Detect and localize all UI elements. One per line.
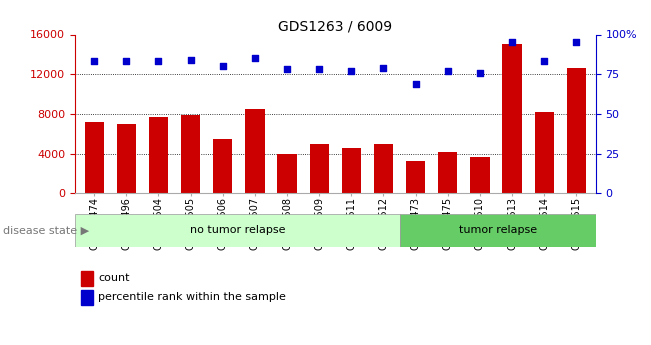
Point: [443, 68, 453, 74]
Bar: [503, 45, 521, 193]
Point: [89, 59, 100, 64]
Bar: [567, 68, 586, 193]
Bar: [85, 122, 104, 193]
Bar: [213, 139, 232, 193]
Bar: [309, 144, 329, 193]
Bar: [470, 157, 490, 193]
Text: no tumor relapse: no tumor relapse: [190, 225, 285, 235]
Point: [121, 59, 132, 64]
FancyBboxPatch shape: [75, 214, 400, 247]
Point: [186, 57, 196, 63]
Point: [346, 68, 357, 74]
Point: [475, 70, 485, 75]
Bar: [342, 148, 361, 193]
FancyBboxPatch shape: [400, 214, 596, 247]
Text: count: count: [98, 274, 130, 283]
Point: [250, 56, 260, 61]
Bar: [438, 151, 458, 193]
Point: [539, 59, 549, 64]
Bar: [117, 124, 136, 193]
Point: [507, 40, 518, 45]
Point: [378, 65, 389, 71]
Point: [410, 81, 421, 87]
Bar: [374, 144, 393, 193]
Text: disease state ▶: disease state ▶: [3, 225, 89, 235]
Bar: [245, 109, 264, 193]
Point: [153, 59, 163, 64]
Point: [571, 40, 581, 45]
Bar: [181, 115, 201, 193]
Text: percentile rank within the sample: percentile rank within the sample: [98, 293, 286, 302]
Point: [217, 63, 228, 69]
Bar: [534, 112, 554, 193]
Point: [282, 67, 292, 72]
Bar: [277, 154, 297, 193]
Bar: [406, 161, 425, 193]
Title: GDS1263 / 6009: GDS1263 / 6009: [278, 19, 393, 33]
Bar: [149, 117, 168, 193]
Point: [314, 67, 324, 72]
Text: tumor relapse: tumor relapse: [459, 225, 537, 235]
